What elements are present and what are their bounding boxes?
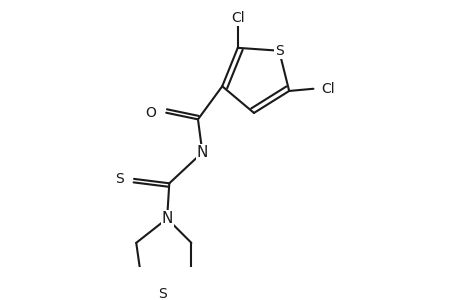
Text: N: N bbox=[196, 145, 207, 160]
Text: N: N bbox=[161, 211, 173, 226]
Text: S: S bbox=[158, 286, 167, 300]
Text: S: S bbox=[274, 44, 283, 58]
Text: Cl: Cl bbox=[321, 82, 334, 96]
Text: S: S bbox=[115, 172, 124, 186]
Text: O: O bbox=[146, 106, 156, 120]
Text: Cl: Cl bbox=[230, 11, 244, 25]
